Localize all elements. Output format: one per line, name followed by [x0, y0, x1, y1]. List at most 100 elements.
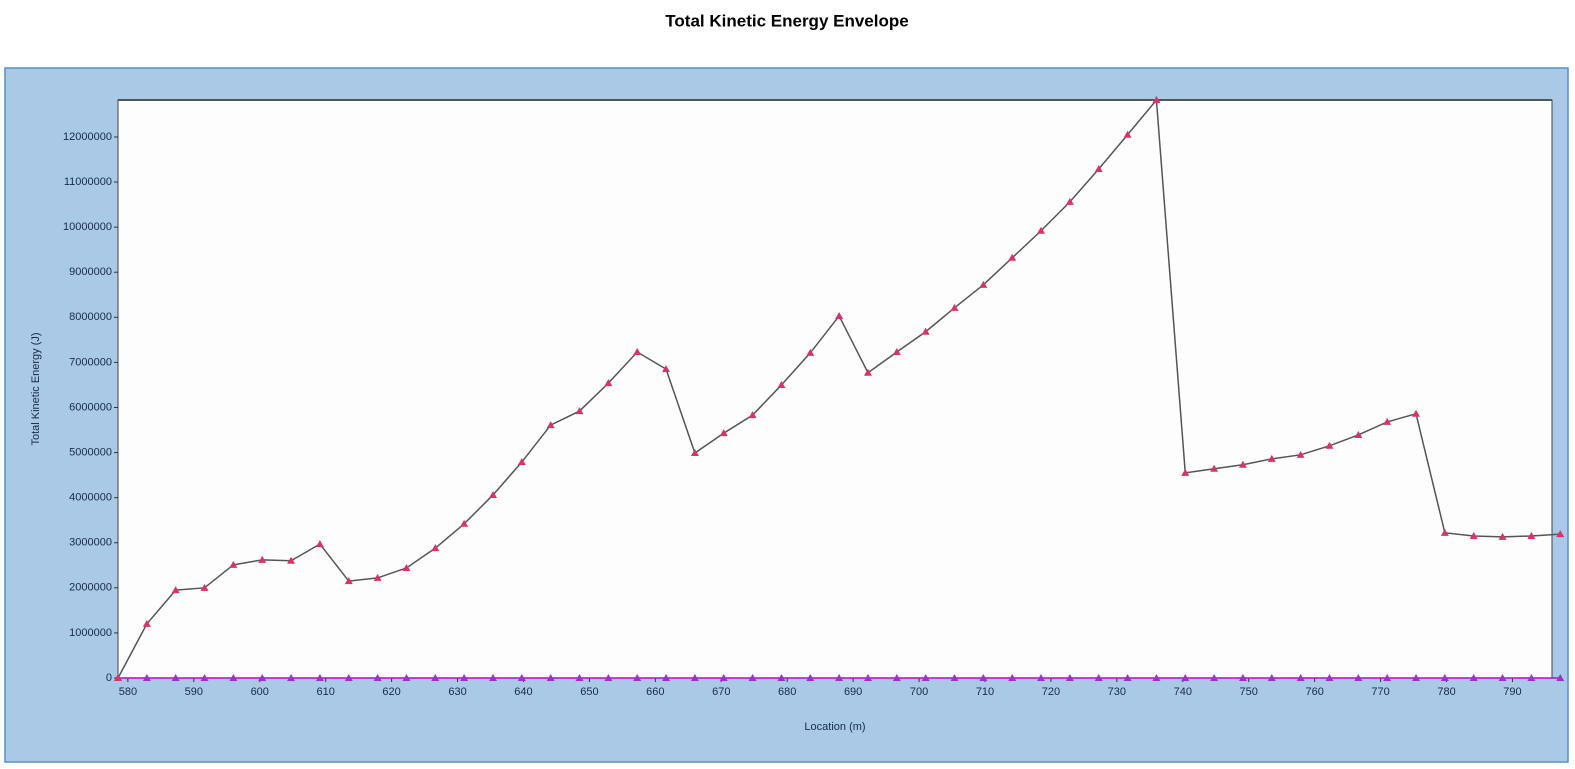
- x-tick-label: 750: [1240, 686, 1258, 698]
- data-marker: [1296, 450, 1305, 458]
- data-marker: [892, 348, 901, 356]
- data-marker: [835, 311, 844, 319]
- data-marker: [200, 674, 209, 681]
- data-marker: [979, 280, 988, 288]
- data-marker: [1210, 674, 1219, 681]
- chart-title: Total Kinetic Energy Envelope: [665, 11, 908, 30]
- data-marker: [1498, 532, 1507, 540]
- data-marker: [488, 490, 497, 498]
- data-marker: [171, 674, 180, 681]
- data-marker: [114, 674, 122, 681]
- data-marker: [1325, 674, 1334, 681]
- x-tick-label: 700: [910, 686, 928, 698]
- data-marker: [604, 674, 613, 681]
- y-tick-label: 6000000: [69, 401, 112, 413]
- x-tick-label: 790: [1503, 686, 1521, 698]
- data-marker: [142, 674, 151, 681]
- y-tick-label: 3000000: [69, 537, 112, 549]
- data-marker: [402, 674, 411, 681]
- data-marker: [1037, 674, 1046, 681]
- y-tick-label: 4000000: [69, 492, 112, 504]
- data-marker: [460, 674, 469, 681]
- data-marker: [1181, 674, 1190, 681]
- data-marker: [835, 674, 844, 681]
- data-marker: [1152, 96, 1161, 103]
- x-tick-label: 620: [382, 686, 400, 698]
- data-marker: [979, 674, 988, 681]
- y-tick-label: 10000000: [63, 221, 112, 233]
- data-marker: [1412, 674, 1421, 681]
- data-marker: [517, 458, 526, 466]
- data-marker: [1498, 674, 1507, 681]
- y-tick-label: 7000000: [69, 356, 112, 368]
- data-marker: [719, 429, 728, 437]
- data-marker: [1440, 528, 1449, 536]
- y-tick-label: 9000000: [69, 266, 112, 278]
- y-tick-label: 5000000: [69, 446, 112, 458]
- data-marker: [633, 348, 642, 356]
- x-tick-label: 580: [119, 686, 137, 698]
- data-marker: [1354, 674, 1363, 681]
- y-tick-label: 1000000: [69, 627, 112, 639]
- data-marker: [1267, 454, 1276, 462]
- data-marker: [662, 674, 671, 681]
- x-tick-label: 770: [1371, 686, 1389, 698]
- data-marker: [1296, 674, 1305, 681]
- data-marker: [373, 573, 382, 581]
- data-marker: [1527, 531, 1536, 539]
- data-marker: [1210, 464, 1219, 472]
- data-marker: [1094, 674, 1103, 681]
- data-marker: [344, 577, 353, 585]
- data-marker: [575, 674, 584, 681]
- x-tick-label: 640: [514, 686, 532, 698]
- x-tick-label: 690: [844, 686, 862, 698]
- data-marker: [258, 674, 267, 681]
- data-marker: [431, 674, 440, 681]
- data-marker: [402, 563, 411, 571]
- data-marker: [229, 560, 238, 568]
- data-marker: [142, 619, 151, 627]
- data-marker: [863, 674, 872, 681]
- data-marker: [1267, 674, 1276, 681]
- data-marker: [921, 674, 930, 681]
- data-marker: [460, 519, 469, 527]
- x-tick-label: 630: [448, 686, 466, 698]
- y-tick-label: 2000000: [69, 582, 112, 594]
- data-marker: [748, 674, 757, 681]
- data-marker: [1556, 674, 1565, 681]
- data-marker: [315, 540, 324, 548]
- data-marker: [1440, 674, 1449, 681]
- y-axis-label: Total Kinetic Energy (J): [30, 332, 42, 445]
- data-marker: [1325, 441, 1334, 449]
- x-tick-label: 730: [1108, 686, 1126, 698]
- data-marker: [200, 583, 209, 591]
- data-marker: [258, 555, 267, 563]
- x-tick-label: 670: [712, 686, 730, 698]
- data-marker: [950, 303, 959, 311]
- data-marker: [344, 674, 353, 681]
- data-marker: [373, 674, 382, 681]
- data-marker: [1556, 530, 1565, 538]
- data-marker: [1412, 409, 1421, 417]
- data-marker: [229, 674, 238, 681]
- data-marker: [1469, 531, 1478, 539]
- data-marker: [546, 674, 555, 681]
- data-marker: [1123, 674, 1132, 681]
- x-tick-label: 590: [185, 686, 203, 698]
- data-marker: [1238, 460, 1247, 468]
- data-marker: [488, 674, 497, 681]
- x-tick-label: 680: [778, 686, 796, 698]
- data-marker: [431, 544, 440, 552]
- x-tick-label: 710: [976, 686, 994, 698]
- data-marker: [1152, 674, 1161, 681]
- data-marker: [1383, 674, 1392, 681]
- data-marker: [315, 674, 324, 681]
- data-marker: [690, 674, 699, 681]
- data-marker: [604, 379, 613, 387]
- data-marker: [950, 674, 959, 681]
- data-marker: [633, 674, 642, 681]
- data-marker: [1094, 164, 1103, 172]
- data-marker: [921, 327, 930, 335]
- data-marker: [517, 674, 526, 681]
- x-tick-label: 600: [251, 686, 269, 698]
